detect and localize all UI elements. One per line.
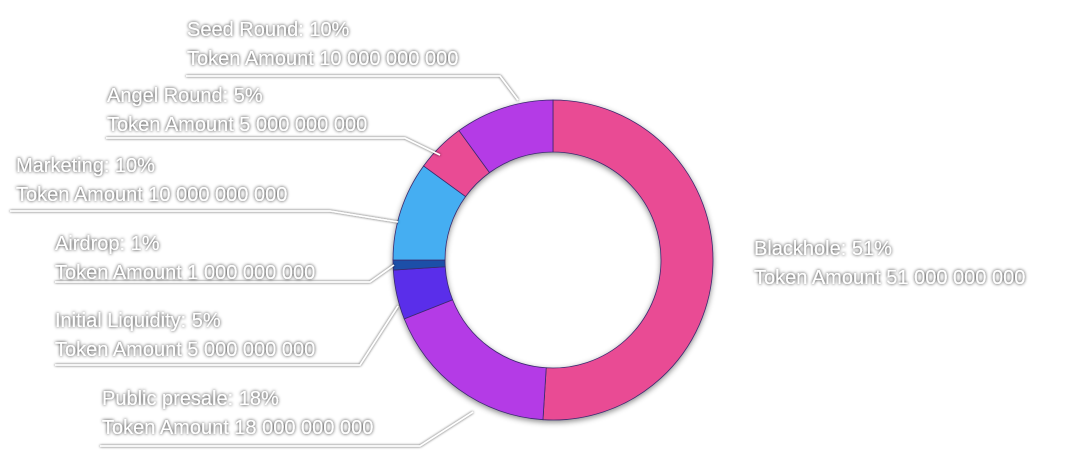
slice-label-title: Seed Round: 10% bbox=[187, 19, 350, 41]
slice-label-amount: Token Amount 1 000 000 000 bbox=[55, 262, 315, 284]
slice-label-title: Airdrop: 1% bbox=[55, 233, 160, 255]
slice-labels: Blackhole: 51% Token Amount 51 000 000 00… bbox=[16, 19, 1025, 439]
slice-label-title: Public presale: 18% bbox=[102, 388, 279, 410]
leader-line-marketing bbox=[10, 210, 399, 223]
slice-label-amount: Token Amount 18 000 000 000 bbox=[102, 417, 373, 439]
slice-label-amount: Token Amount 5 000 000 000 bbox=[107, 114, 367, 136]
leader-line-airdrop bbox=[55, 264, 395, 283]
slice-label-title: Marketing: 10% bbox=[16, 155, 155, 177]
slice-label-title: Blackhole: 51% bbox=[754, 238, 892, 260]
slice-label-amount: Token Amount 51 000 000 000 bbox=[754, 267, 1025, 289]
leader-line-angel-round bbox=[106, 137, 441, 156]
slice-label-title: Initial Liquidity: 5% bbox=[55, 310, 221, 332]
slice-public-presale bbox=[403, 299, 547, 421]
slice-label-title: Angel Round: 5% bbox=[107, 85, 263, 107]
slice-label-amount: Token Amount 10 000 000 000 bbox=[16, 184, 287, 206]
leader-line-initial-liquidity bbox=[55, 305, 399, 366]
slice-label-amount: Token Amount 5 000 000 000 bbox=[55, 339, 315, 361]
leader-line-seed-round bbox=[186, 75, 519, 101]
slice-blackhole bbox=[542, 99, 714, 421]
leader-lines bbox=[10, 75, 738, 447]
donut-slices bbox=[392, 99, 714, 421]
slice-seed-round bbox=[458, 99, 554, 174]
slice-label-amount: Token Amount 10 000 000 000 bbox=[187, 48, 458, 70]
leader-line-public-presale bbox=[100, 411, 474, 447]
